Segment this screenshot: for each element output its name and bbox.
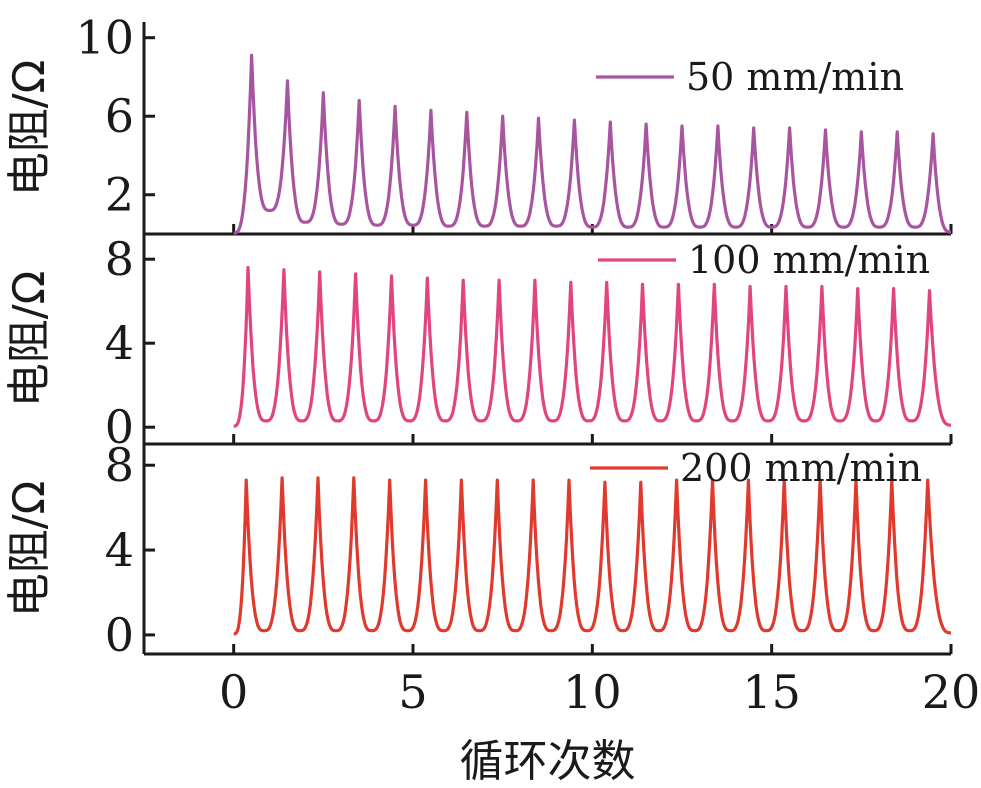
legend-label: 100 mm/min	[688, 238, 930, 282]
y-tick-label: 4	[105, 523, 134, 577]
legend-label: 50 mm/min	[686, 55, 904, 99]
series-line	[233, 53, 952, 235]
panel-3: 0 4 8 电阻/Ω 200 mm/min	[4, 438, 953, 662]
x-tick-label: 15	[742, 665, 801, 719]
x-axis: 0 5 10 15 20	[219, 665, 980, 719]
series-line	[233, 266, 952, 428]
y-tick-label: 0	[105, 400, 134, 454]
chart-panels: 2 6 10 电阻/Ω 50 mm/min 0 4 8 电阻/Ω 100 mm/min 0 4 8 电阻/…	[4, 11, 953, 662]
y-tick-label: 8	[105, 232, 134, 286]
panel-1: 2 6 10 电阻/Ω 50 mm/min	[4, 11, 953, 236]
panel-2: 0 4 8 电阻/Ω 100 mm/min	[4, 232, 953, 454]
series-line	[233, 476, 951, 636]
legend-label: 200 mm/min	[680, 446, 922, 490]
y-tick-label: 4	[105, 316, 134, 370]
y-axis-title: 电阻/Ω	[4, 60, 55, 196]
y-tick-label: 10	[75, 11, 134, 65]
x-tick-label: 10	[563, 665, 622, 719]
x-tick-label: 20	[922, 665, 981, 719]
y-tick-label: 0	[105, 608, 134, 662]
x-axis-title: 循环次数	[460, 736, 636, 787]
y-tick-label: 8	[105, 438, 134, 492]
y-axis-title: 电阻/Ω	[4, 271, 55, 407]
y-tick-label: 2	[105, 168, 134, 222]
x-tick-label: 0	[219, 665, 248, 719]
y-axis-title: 电阻/Ω	[4, 481, 55, 617]
x-tick-label: 5	[398, 665, 427, 719]
y-tick-label: 6	[105, 89, 134, 143]
